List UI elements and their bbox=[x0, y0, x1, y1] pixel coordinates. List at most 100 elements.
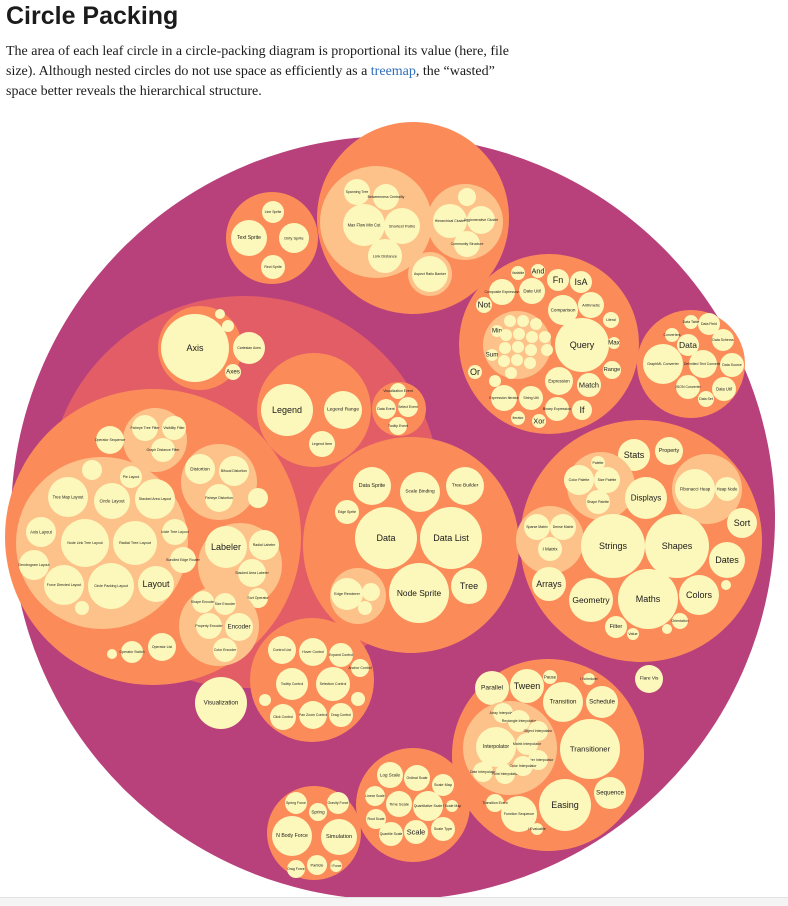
circle-label: I Matrix bbox=[542, 547, 558, 552]
circle-label: Spring Force bbox=[286, 801, 306, 805]
circle-label: Log Scale bbox=[380, 773, 401, 778]
leaf-date-util bbox=[519, 278, 545, 304]
circle-label: Data List bbox=[433, 533, 469, 543]
leaf-or bbox=[468, 365, 482, 379]
leaf-i-matrix bbox=[538, 537, 562, 561]
circle-label: Data bbox=[376, 533, 395, 543]
circle-label: Value bbox=[628, 632, 637, 636]
leaf-tooltip-event bbox=[389, 417, 407, 435]
circle-label: Shapes bbox=[662, 541, 693, 551]
circle-label: Tween bbox=[514, 681, 541, 691]
circle-label: Binary Expression bbox=[543, 407, 571, 411]
circle-label: GraphML Converter bbox=[647, 362, 679, 366]
circle-label: Distortion bbox=[190, 467, 210, 472]
circle-label: Pause bbox=[544, 675, 557, 680]
leaf-tooltip-control bbox=[276, 668, 308, 700]
circle-label: Expand Control bbox=[329, 653, 353, 657]
leaf-distortion bbox=[185, 454, 215, 484]
circle-label: Legend Item bbox=[312, 442, 333, 446]
group-query: Query Date Util Fn IsA And Variable Comp… bbox=[459, 254, 639, 434]
leaf-legend-range bbox=[324, 391, 362, 429]
circle-label: Range bbox=[604, 367, 620, 373]
leaf-data-set bbox=[698, 391, 714, 407]
leaf-max bbox=[608, 337, 620, 349]
circle-label: Labeler bbox=[211, 542, 241, 552]
leaf-scale bbox=[404, 820, 428, 844]
leaf-parallel bbox=[475, 671, 509, 705]
pack-circle bbox=[539, 331, 551, 343]
leaf-arrays bbox=[532, 567, 566, 601]
leaf-iterator bbox=[511, 411, 525, 425]
leaf-stacked-area-layout bbox=[135, 479, 175, 519]
group-flare-vis: Flare Vis bbox=[635, 665, 663, 693]
circle-label: Maths bbox=[636, 594, 661, 604]
circle-label: If bbox=[579, 405, 585, 415]
circle-label: Min bbox=[492, 328, 503, 335]
circle-label: Expression Iterator bbox=[489, 396, 519, 400]
circle-label: Bifocal Distortion bbox=[221, 469, 247, 473]
circle-label: Date Interpolator bbox=[470, 770, 497, 774]
leaf-axis bbox=[161, 314, 229, 382]
circle-label: Quantile Scale bbox=[380, 832, 403, 836]
leaf-linear-scale bbox=[365, 786, 385, 806]
circle-label: Drag Force bbox=[287, 867, 305, 871]
circle-label: Array Interpolator bbox=[489, 711, 517, 715]
leaf-data-field bbox=[698, 313, 720, 335]
leaf-update bbox=[513, 328, 525, 340]
leaf-rect-sprite bbox=[261, 255, 285, 279]
pack-circle bbox=[541, 344, 553, 356]
circle-label: Sparse Matrix bbox=[526, 525, 548, 529]
pack-circle bbox=[358, 601, 372, 615]
leaf-dates bbox=[709, 542, 745, 578]
group-data: GraphML Converter Data Field Data Schema… bbox=[637, 310, 745, 418]
leaf-radial-labeler bbox=[249, 530, 279, 560]
bottom-scrollbar[interactable] bbox=[0, 897, 788, 906]
leaf-betweenness bbox=[373, 184, 399, 210]
leaf-vis-event bbox=[390, 383, 406, 399]
leaf-binary-expression bbox=[545, 397, 569, 421]
leaf-agglomerative-cluster bbox=[467, 206, 495, 234]
circle-label: Data Event bbox=[377, 407, 394, 411]
circle-label: Simulation bbox=[326, 834, 352, 840]
leaf-sequence bbox=[594, 777, 626, 809]
leaf-json-converter bbox=[676, 375, 700, 399]
leaf-query bbox=[555, 318, 609, 372]
circle-label: Scale Map bbox=[434, 783, 452, 787]
circle-label: Dendrogram Layout bbox=[19, 563, 50, 567]
leaf-data-sprite bbox=[353, 467, 391, 505]
leaf-circle-layout bbox=[94, 483, 130, 519]
leaf-tree-builder bbox=[446, 467, 484, 505]
circle-label: N Body Force bbox=[276, 833, 308, 839]
leaf-sum bbox=[486, 349, 498, 361]
leaf-filter bbox=[605, 616, 627, 638]
leaf-axes bbox=[225, 364, 241, 380]
leaf-fisheye-tree-filter bbox=[132, 415, 158, 441]
circle-label: Shape Encoder bbox=[191, 600, 216, 604]
leaf-shape-palette bbox=[586, 490, 610, 514]
circle-label: Variable bbox=[512, 271, 525, 275]
leaf-dirty-sprite bbox=[279, 223, 309, 253]
circle-label: Agglomerative Cluster bbox=[464, 218, 499, 222]
treemap-link[interactable]: treemap bbox=[370, 64, 416, 79]
leaf-color-encoder bbox=[213, 638, 237, 662]
leaf-layout bbox=[138, 566, 174, 602]
pack-circle bbox=[222, 320, 234, 332]
circle-label: Root Scale bbox=[367, 817, 384, 821]
leaf-min bbox=[491, 325, 503, 337]
leaf-data-schema bbox=[712, 329, 734, 351]
leaf-visualization bbox=[195, 677, 247, 729]
group-display: Line Sprite Text Sprite Dirty Sprite Rec… bbox=[226, 192, 318, 284]
pack-circle bbox=[82, 460, 102, 480]
circle-label: Object Interpolator bbox=[524, 729, 554, 733]
circle-label: Layout bbox=[142, 579, 170, 589]
circle-label: Link Distance bbox=[373, 254, 398, 259]
leaf-shape-encoder bbox=[192, 591, 214, 613]
circle-label: Encoder bbox=[227, 624, 250, 631]
circle-label: Fisheye Tree Filter bbox=[131, 426, 161, 430]
circle-label: Function Sequence bbox=[504, 812, 534, 816]
circle-label: Color Palette bbox=[569, 478, 590, 482]
circle-label: Data Source bbox=[722, 363, 742, 367]
circle-label: Scale Type bbox=[434, 827, 452, 831]
page-title: Circle Packing bbox=[6, 2, 179, 30]
leaf-root-scale bbox=[366, 809, 386, 829]
